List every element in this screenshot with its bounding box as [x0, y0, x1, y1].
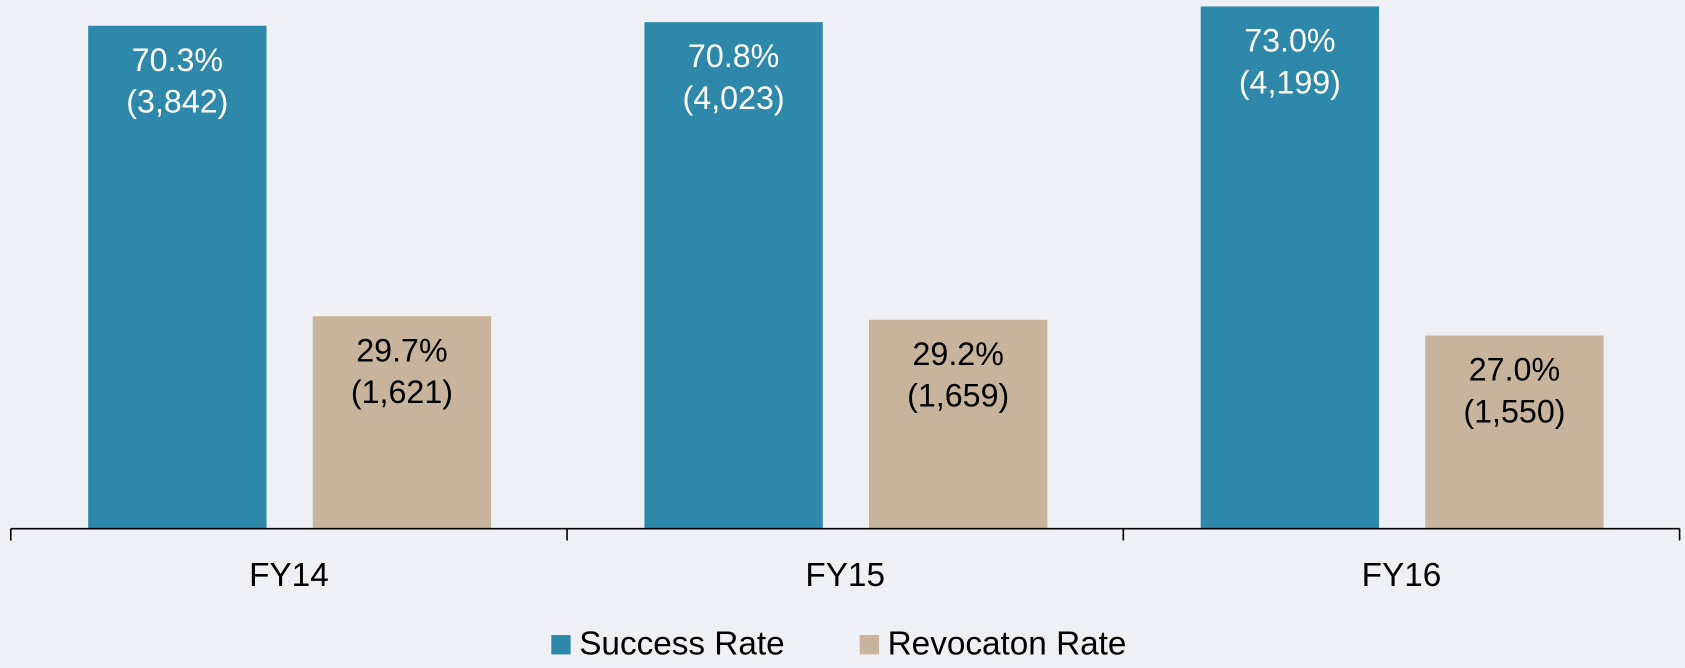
count-label: (3,842) [126, 84, 228, 120]
count-label: (4,023) [683, 80, 785, 116]
legend-swatch [551, 635, 571, 655]
value-label: 29.2% [913, 336, 1004, 372]
x-tick-label: FY16 [1362, 557, 1442, 594]
count-label: (4,199) [1239, 64, 1341, 100]
value-label: 29.7% [356, 332, 447, 368]
value-label: 70.8% [688, 38, 779, 74]
count-label: (1,550) [1463, 393, 1565, 429]
value-label: 27.0% [1469, 352, 1560, 388]
value-label: 70.3% [132, 42, 223, 78]
bar [88, 25, 267, 529]
legend-swatch [859, 635, 880, 655]
bar [644, 22, 823, 529]
count-label: (1,659) [907, 378, 1009, 414]
x-tick-label: FY14 [249, 557, 329, 594]
legend-label: Success Rate [579, 626, 784, 663]
bar [869, 319, 1048, 529]
legend-label: Revocaton Rate [888, 626, 1127, 663]
bar [312, 316, 492, 529]
bar [1425, 335, 1604, 529]
bar [1200, 6, 1380, 529]
count-label: (1,621) [351, 374, 453, 410]
x-tick-label: FY15 [805, 557, 885, 594]
value-label: 73.0% [1244, 22, 1335, 58]
